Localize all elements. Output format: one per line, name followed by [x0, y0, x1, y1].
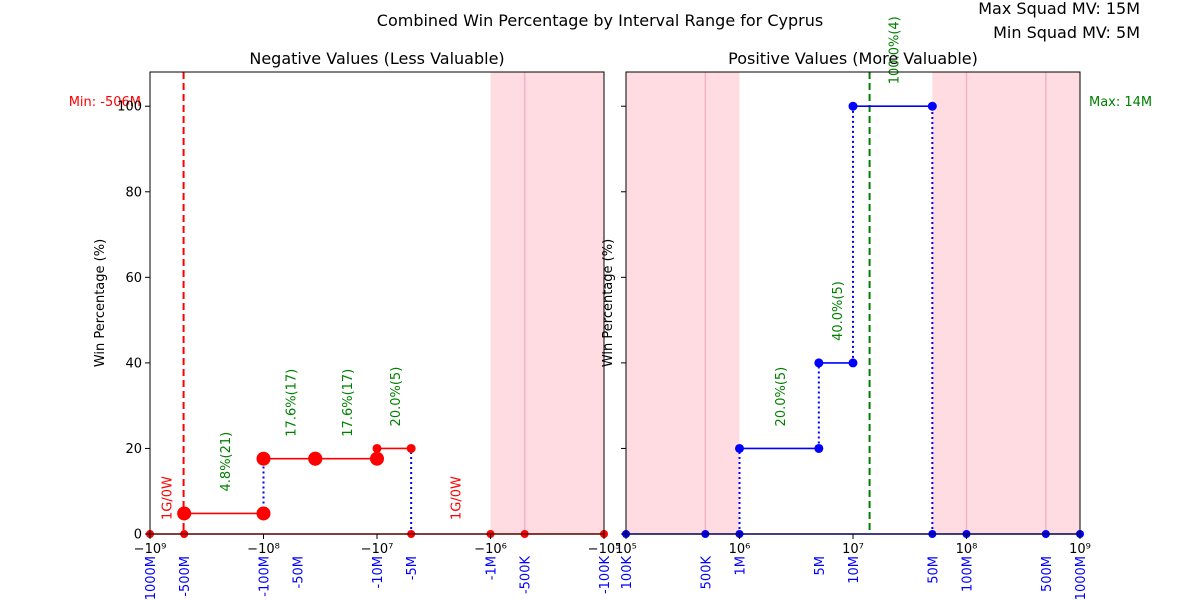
segment-point — [256, 506, 271, 521]
segment-annotation: 17.6%(17) — [284, 369, 299, 437]
value-tick-label: 500K — [699, 556, 714, 590]
value-tick-label: -50M — [292, 556, 307, 588]
x-tick-label: 10⁹ — [1069, 542, 1091, 557]
shaded-region — [490, 72, 604, 534]
info-min-squad: Min Squad MV: 5M — [993, 23, 1140, 42]
value-tick-label: -10M — [371, 556, 386, 588]
y-tick-label: 40 — [125, 356, 142, 371]
value-tick-label: 1M — [734, 556, 749, 576]
panel-negative: Negative Values (Less Valuable) Win Perc… — [69, 49, 621, 600]
x-tick-label: 10⁸ — [956, 542, 978, 557]
value-tick-label: -1000M — [144, 556, 159, 600]
value-tick-label: -5M — [405, 556, 420, 580]
value-tick-label: 1000M — [1074, 556, 1089, 600]
shaded-region — [626, 72, 740, 534]
segment-annotation: 20.0%(5) — [774, 367, 789, 427]
x-tick-label: 10⁷ — [842, 542, 864, 557]
y-tick-label: 100 — [117, 100, 142, 115]
ref-line-label: Min: -506M — [69, 95, 141, 110]
value-tick-label: 50M — [926, 556, 941, 584]
value-tick-label: 100K — [620, 556, 635, 590]
value-tick-label: -1M — [485, 556, 500, 580]
segment-point — [735, 443, 744, 453]
x-tick-label: −10⁶ — [474, 542, 507, 557]
y-tick-label: 60 — [125, 271, 142, 286]
segment-point — [177, 506, 192, 521]
y-tick-label: 80 — [125, 185, 142, 200]
segment-point — [848, 101, 858, 111]
x-tick-label: −10⁸ — [247, 542, 280, 557]
segment-annotation: 20.0%(5) — [389, 367, 404, 427]
y-tick-label: 0 — [134, 528, 142, 543]
panel-title: Negative Values (Less Valuable) — [249, 49, 504, 68]
value-tick-label: 5M — [813, 556, 828, 576]
y-axis-label: Win Percentage (%) — [93, 239, 108, 367]
segment-point — [848, 358, 858, 368]
y-axis-label: Win Percentage (%) — [601, 239, 616, 367]
value-tick-label: 100M — [961, 556, 976, 592]
segment-annotation: 100.0%(4) — [888, 16, 903, 84]
info-max-squad: Max Squad MV: 15M — [978, 0, 1140, 18]
segment-point — [308, 451, 323, 466]
segment-point — [372, 443, 382, 453]
y-tick-label: 20 — [125, 442, 142, 457]
value-tick-label: 500M — [1040, 556, 1055, 592]
value-tick-label: -100K — [598, 556, 613, 595]
value-tick-label: -500M — [178, 556, 193, 597]
x-tick-label: −10⁷ — [361, 542, 394, 557]
x-tick-label: 10⁶ — [729, 542, 751, 557]
x-tick-label: 10⁵ — [615, 542, 637, 557]
segment-point — [814, 443, 824, 453]
panel-title: Positive Values (More Valuable) — [728, 49, 978, 68]
segment-point — [406, 443, 416, 453]
segment-point — [370, 451, 384, 466]
ref-line-label: Max: 14M — [1089, 95, 1152, 110]
shaded-region — [932, 72, 1080, 534]
panel-positive: Positive Values (More Valuable) Win Perc… — [601, 16, 1152, 600]
x-tick-label: −10⁹ — [134, 542, 167, 557]
zero-annotation: 1G/0W — [161, 476, 176, 520]
value-tick-label: -100M — [258, 556, 273, 597]
chart-title: Combined Win Percentage by Interval Rang… — [377, 11, 823, 30]
value-tick-label: 10M — [847, 556, 862, 584]
segment-annotation: 17.6%(17) — [341, 369, 356, 437]
value-tick-label: -500K — [519, 556, 534, 595]
segment-annotation: 40.0%(5) — [831, 281, 846, 341]
zero-annotation: 1G/0W — [449, 476, 464, 520]
segment-point — [256, 451, 271, 466]
segment-point — [927, 101, 937, 111]
x-tick-label: −10⁵ — [588, 542, 621, 557]
segment-annotation: 4.8%(21) — [219, 432, 234, 492]
segment-point — [814, 358, 824, 368]
